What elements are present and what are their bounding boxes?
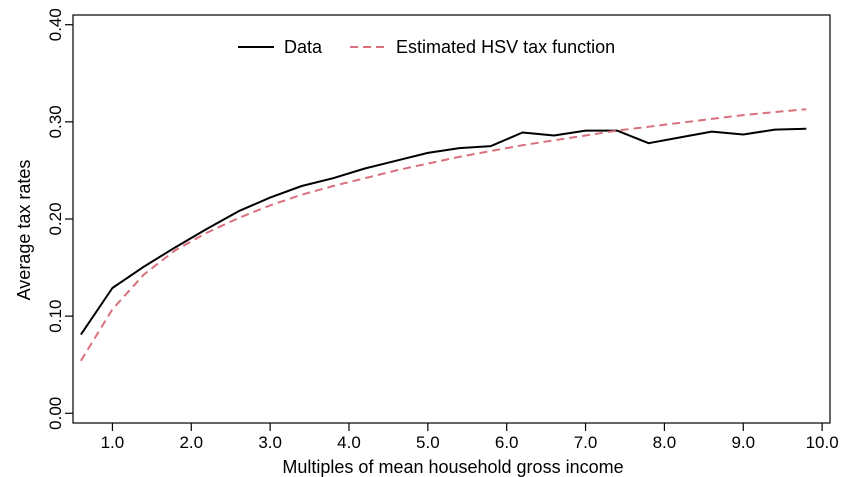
- series-line-data: [80, 127, 807, 336]
- y-tick-label: 0.00: [46, 397, 65, 430]
- x-tick-label: 10.0: [806, 433, 839, 452]
- x-tick-label: 7.0: [574, 433, 598, 452]
- legend-label: Estimated HSV tax function: [396, 37, 615, 57]
- y-tick-label: 0.30: [46, 105, 65, 138]
- x-tick-label: 8.0: [653, 433, 677, 452]
- x-axis-title: Multiples of mean household gross income: [282, 457, 623, 477]
- legend-label: Data: [284, 37, 323, 57]
- series-layer: [80, 108, 807, 362]
- x-tick-label: 5.0: [416, 433, 440, 452]
- legend: Data Estimated HSV tax function: [238, 37, 615, 57]
- plot-frame: [72, 14, 831, 424]
- x-tick-label: 1.0: [101, 433, 125, 452]
- y-axis-title: Average tax rates: [14, 160, 34, 301]
- y-tick-label: 0.20: [46, 202, 65, 235]
- x-tick-label: 6.0: [495, 433, 519, 452]
- x-axis: 1.0 2.0 3.0 4.0 5.0 6.0 7.0 8.0 9.0 10.0: [101, 423, 839, 452]
- x-tick-label: 9.0: [731, 433, 755, 452]
- x-tick-label: 4.0: [337, 433, 361, 452]
- x-tick-label: 2.0: [179, 433, 203, 452]
- y-axis: 0.00 0.10 0.20 0.30 0.40: [46, 8, 73, 430]
- y-tick-label: 0.10: [46, 300, 65, 333]
- x-tick-label: 3.0: [258, 433, 282, 452]
- series-line-estimated-hsv-tax-function: [80, 108, 807, 362]
- y-tick-label: 0.40: [46, 8, 65, 41]
